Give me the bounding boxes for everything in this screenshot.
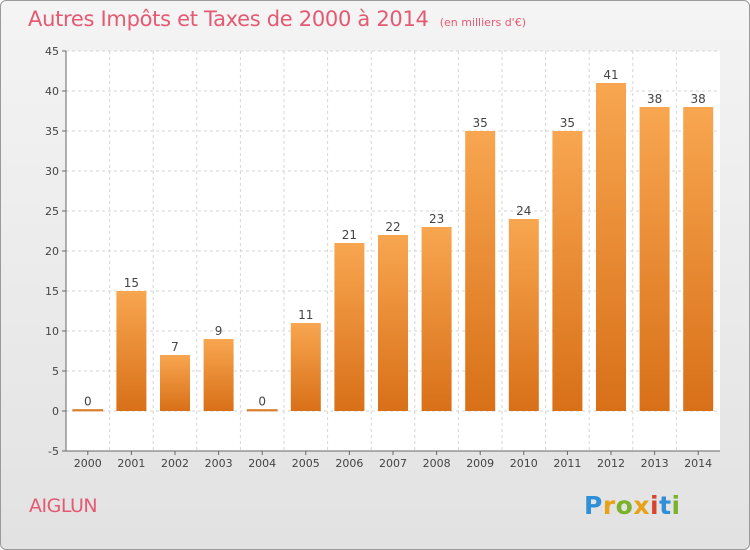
bar — [72, 409, 104, 412]
x-tick-label: 2014 — [684, 457, 712, 470]
y-tick-label: -5 — [48, 445, 59, 458]
bar — [203, 339, 234, 411]
bar — [290, 323, 321, 411]
bars — [72, 83, 714, 412]
data-label: 38 — [691, 92, 706, 106]
y-tick-label: 25 — [45, 205, 59, 218]
data-label: 0 — [84, 395, 92, 409]
data-label: 0 — [258, 395, 266, 409]
data-label: 21 — [342, 228, 357, 242]
y-tick-label: 10 — [45, 325, 59, 338]
x-tick-label: 2001 — [117, 457, 145, 470]
bar — [378, 235, 408, 411]
y-tick-label: 35 — [45, 125, 59, 138]
y-tick-label: 20 — [45, 245, 59, 258]
logo-letter: i — [671, 491, 681, 520]
x-tick-label: 2008 — [423, 457, 451, 470]
bar — [465, 131, 496, 411]
logo-letter: r — [602, 491, 616, 520]
logo-letter: P — [584, 491, 603, 520]
logo-letter: x — [633, 491, 650, 520]
y-tick-label: 0 — [52, 405, 59, 418]
bar — [639, 107, 670, 411]
bar — [421, 227, 452, 411]
data-label: 41 — [603, 68, 618, 82]
data-label: 35 — [560, 116, 575, 130]
proxiti-logo: Proxiti — [584, 491, 681, 520]
data-label: 23 — [429, 212, 444, 226]
y-tick-label: 45 — [45, 45, 59, 58]
bar — [596, 83, 626, 411]
data-label: 35 — [473, 116, 488, 130]
bar — [334, 243, 365, 411]
x-tick-label: 2009 — [466, 457, 494, 470]
x-tick-label: 2010 — [510, 457, 538, 470]
logo-letter: o — [615, 491, 634, 520]
data-labels: 0 15 7 9 0 11 21 22 23 35 24 35 41 38 38 — [84, 68, 706, 409]
y-tick-label: 30 — [45, 165, 59, 178]
y-tick-label: 40 — [45, 85, 59, 98]
y-tick-label: 15 — [45, 285, 59, 298]
x-tick-label: 2011 — [553, 457, 581, 470]
x-tick-label: 2000 — [74, 457, 102, 470]
data-label: 11 — [298, 308, 313, 322]
chart-title: Autres Impôts et Taxes de 2000 à 2014 (e… — [28, 7, 526, 31]
x-tick-label: 2006 — [335, 457, 363, 470]
x-tick-label: 2002 — [161, 457, 189, 470]
logo-letter: t — [659, 491, 672, 520]
x-tick-label: 2004 — [248, 457, 276, 470]
commune-name: AIGLUN — [29, 495, 98, 517]
x-tick-label: 2012 — [597, 457, 625, 470]
data-label: 38 — [647, 92, 662, 106]
data-label: 15 — [124, 276, 139, 290]
bar — [552, 131, 583, 411]
bar — [683, 107, 714, 411]
data-label: 24 — [516, 204, 531, 218]
data-label: 7 — [171, 340, 179, 354]
bar — [160, 355, 190, 411]
x-tick-label: 2003 — [205, 457, 233, 470]
data-label: 9 — [215, 324, 223, 338]
bar — [116, 291, 147, 411]
axes: -5 0 5 10 15 20 25 30 35 40 45 2000 2001 2002 2003 2004… — [45, 45, 720, 470]
x-tick-label: 2013 — [641, 457, 669, 470]
bar — [508, 219, 539, 411]
logo-letter: i — [650, 491, 660, 520]
data-label: 22 — [385, 220, 400, 234]
bar — [246, 409, 278, 412]
title-unit: (en milliers d'€) — [439, 16, 526, 29]
y-tick-label: 5 — [52, 365, 59, 378]
x-tick-label: 2005 — [292, 457, 320, 470]
title-main: Autres Impôts et Taxes de 2000 à 2014 — [28, 7, 429, 31]
x-tick-label: 2007 — [379, 457, 407, 470]
